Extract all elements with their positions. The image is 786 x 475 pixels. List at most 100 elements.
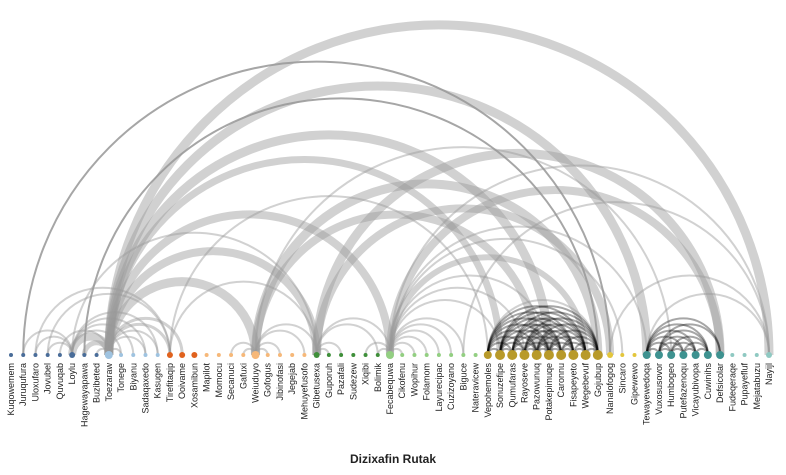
link-arc — [499, 323, 563, 356]
link-arc — [254, 329, 306, 356]
node-dot[interactable] — [531, 350, 542, 360]
node-label: Juruqufura — [18, 363, 28, 406]
node-dot[interactable] — [166, 352, 173, 358]
node-dot[interactable] — [9, 353, 13, 357]
node-label: Fudeqeraqe — [727, 363, 737, 412]
node-dot[interactable] — [119, 353, 124, 357]
link-arc — [511, 335, 550, 356]
link-arc — [104, 210, 394, 356]
node-dot[interactable] — [556, 350, 567, 360]
node-dot[interactable] — [742, 353, 747, 357]
link-arc — [486, 305, 587, 356]
link-arc — [523, 335, 563, 356]
node-dot[interactable] — [241, 353, 246, 357]
link-arc — [168, 195, 489, 356]
label-layer: Kuqowemem Juruqufura Uloxufaro Jovubel Quvuq… — [6, 363, 774, 428]
node-dot[interactable] — [507, 350, 518, 360]
node-dot[interactable] — [754, 353, 759, 357]
node-dot[interactable] — [667, 351, 676, 359]
node-dot[interactable] — [592, 350, 603, 360]
node-dot[interactable] — [412, 353, 417, 357]
node-dot[interactable] — [179, 352, 186, 358]
node-label: Fecabequwa — [385, 363, 395, 415]
node-dot[interactable] — [69, 352, 76, 358]
node-label: Wegebevuf — [581, 363, 591, 409]
node-dot[interactable] — [302, 353, 307, 357]
node-layer — [9, 350, 772, 360]
link-arc — [254, 323, 318, 356]
node-dot[interactable] — [519, 350, 530, 360]
node-dot[interactable] — [766, 352, 772, 358]
node-dot[interactable] — [461, 353, 466, 357]
link-arc — [68, 332, 113, 356]
node-dot[interactable] — [580, 350, 591, 360]
node-dot[interactable] — [155, 353, 160, 357]
node-dot[interactable] — [57, 353, 62, 357]
node-dot[interactable] — [400, 353, 405, 357]
node-dot[interactable] — [251, 351, 260, 359]
node-label: Vuxosusovor — [654, 363, 664, 415]
node-dot[interactable] — [483, 351, 492, 359]
node-dot[interactable] — [642, 351, 651, 359]
node-dot[interactable] — [473, 353, 478, 357]
node-dot[interactable] — [204, 353, 209, 357]
link-arc — [389, 317, 465, 356]
node-dot[interactable] — [568, 350, 579, 360]
node-dot[interactable] — [679, 351, 688, 359]
node-dot[interactable] — [216, 353, 221, 357]
link-arc — [364, 341, 391, 356]
node-label: Gipewewo — [630, 363, 640, 405]
node-dot[interactable] — [716, 351, 725, 359]
node-dot[interactable] — [339, 353, 344, 357]
node-label: Gofogus — [263, 363, 273, 398]
node-label: Loylu — [67, 363, 77, 385]
node-dot[interactable] — [449, 353, 454, 357]
node-dot[interactable] — [620, 353, 625, 357]
node-dot[interactable] — [277, 353, 282, 357]
node-dot[interactable] — [607, 352, 614, 358]
node-dot[interactable] — [326, 353, 331, 357]
node-label: Tewayewedoqa — [642, 363, 652, 425]
link-arc — [105, 155, 504, 356]
node-dot[interactable] — [691, 351, 700, 359]
node-dot[interactable] — [632, 353, 637, 357]
node-dot[interactable] — [45, 353, 50, 357]
node-dot[interactable] — [143, 353, 148, 357]
node-dot[interactable] — [104, 351, 113, 359]
node-label: Pazowunuq — [532, 363, 542, 410]
node-dot[interactable] — [363, 353, 368, 357]
node-dot[interactable] — [703, 351, 712, 359]
node-dot[interactable] — [313, 352, 320, 358]
link-arc — [486, 298, 599, 356]
link-arc — [609, 274, 770, 356]
node-dot[interactable] — [82, 353, 87, 357]
node-dot[interactable] — [229, 353, 234, 357]
node-dot[interactable] — [290, 353, 295, 357]
link-arc — [58, 329, 110, 356]
link-arc — [389, 237, 624, 356]
node-dot[interactable] — [33, 353, 38, 357]
node-dot[interactable] — [191, 352, 198, 358]
node-dot[interactable] — [424, 353, 429, 357]
node-dot[interactable] — [265, 353, 270, 357]
link-arc — [462, 201, 770, 356]
node-dot[interactable] — [351, 353, 356, 357]
node-dot[interactable] — [386, 351, 394, 359]
link-arc — [71, 329, 123, 356]
node-dot[interactable] — [21, 353, 26, 357]
node-dot[interactable] — [436, 353, 441, 357]
link-arc — [499, 311, 587, 356]
node-dot[interactable] — [495, 350, 506, 360]
node-dot[interactable] — [730, 353, 735, 357]
link-arc — [81, 340, 112, 356]
node-dot[interactable] — [543, 350, 554, 360]
node-dot[interactable] — [94, 353, 99, 357]
link-arc — [230, 341, 257, 356]
node-dot[interactable] — [131, 353, 136, 357]
node-label: Kasugen — [153, 363, 163, 399]
node-dot[interactable] — [375, 353, 380, 357]
node-dot[interactable] — [654, 351, 663, 359]
link-arc — [389, 329, 440, 356]
node-label: Gojubup — [593, 363, 603, 397]
link-arc — [107, 329, 159, 356]
